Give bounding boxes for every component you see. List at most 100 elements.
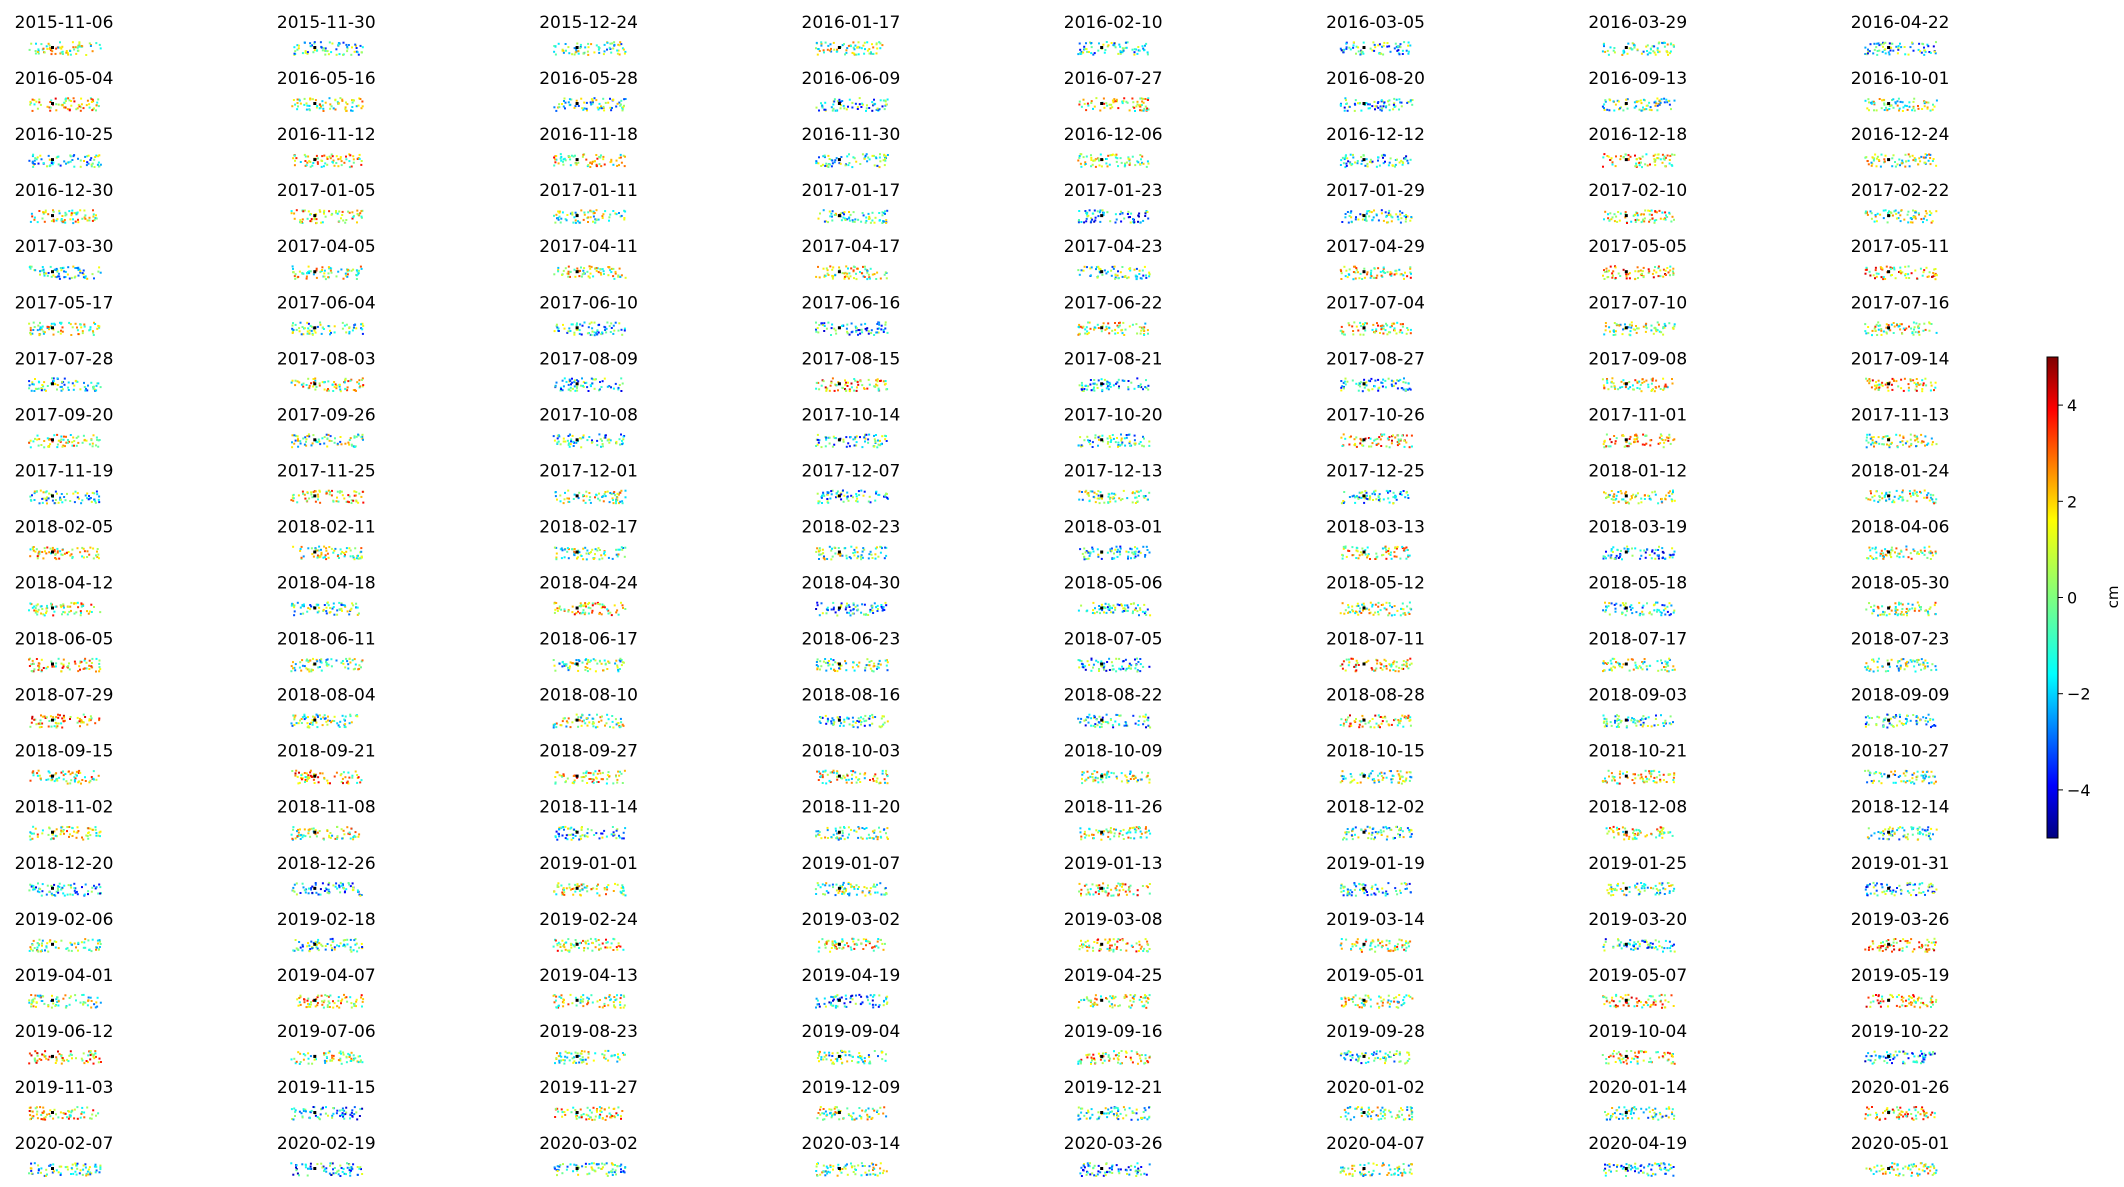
scatter-point (305, 108, 308, 111)
scatter-point (595, 267, 598, 269)
scatter-point (561, 211, 564, 214)
scatter-point (849, 436, 852, 438)
scatter-point (833, 161, 836, 164)
scatter-point (617, 386, 620, 389)
scatter-point (860, 328, 863, 331)
scatter-point (873, 273, 876, 276)
scatter-point (353, 435, 356, 438)
scatter-point (583, 267, 586, 270)
scatter-point (590, 377, 593, 380)
scatter-point (1915, 385, 1918, 388)
subplot-2016-02-10: 2016-02-10 (1064, 13, 1163, 56)
scatter-point (91, 273, 94, 276)
scatter-point (312, 385, 315, 388)
scatter-point (327, 276, 330, 279)
scatter-point (318, 103, 321, 106)
subplot-title: 2016-06-09 (802, 69, 901, 89)
scatter-point (74, 267, 77, 269)
scatter-point (884, 382, 887, 385)
scatter-point (878, 156, 881, 159)
scatter-point (1866, 160, 1869, 162)
scatter-point (1930, 221, 1933, 224)
scatter-point (1611, 276, 1614, 279)
scatter-point (1884, 383, 1887, 386)
scatter-point (1125, 161, 1128, 164)
scatter-point (1391, 385, 1394, 388)
scatter-point (875, 108, 878, 111)
scatter-point (612, 332, 615, 335)
scatter-point (590, 334, 593, 336)
scatter-point (1662, 157, 1665, 160)
scatter-point (1903, 328, 1906, 331)
reference-point (1100, 214, 1104, 218)
scatter-point (1369, 380, 1372, 383)
scatter-point (293, 164, 296, 167)
scatter-point (323, 272, 326, 275)
scatter-point (79, 109, 82, 112)
scatter-point (328, 210, 331, 213)
scatter-point (847, 277, 850, 280)
scatter-point (556, 442, 559, 445)
scatter-point (1080, 221, 1083, 223)
scatter-point (1373, 49, 1376, 52)
scatter-point (1615, 215, 1618, 218)
scatter-point (56, 377, 59, 380)
scatter-point (1380, 327, 1383, 330)
scatter-point (1093, 382, 1096, 385)
scatter-point (96, 163, 99, 166)
scatter-point (1640, 274, 1643, 277)
scatter-point (851, 166, 854, 169)
scatter-point (876, 107, 879, 110)
scatter-point (37, 162, 40, 165)
scatter-point (1371, 442, 1374, 445)
scatter-point (1656, 321, 1659, 324)
scatter-point (326, 158, 329, 160)
scatter-points (1077, 153, 1150, 168)
scatter-point (610, 493, 613, 495)
scatter-point (357, 272, 360, 275)
scatter-point (1603, 43, 1605, 46)
scatter-point (1895, 212, 1898, 215)
scatter-point (1897, 211, 1900, 214)
scatter-point (1388, 436, 1391, 438)
scatter-point (78, 41, 81, 44)
scatter-point (90, 439, 93, 442)
scatter-point (610, 322, 613, 325)
scatter-point (1914, 158, 1917, 161)
scatter-point (93, 321, 95, 324)
scatter-point (361, 105, 364, 108)
scatter-point (606, 490, 609, 493)
scatter-point (832, 107, 835, 110)
scatter-point (1377, 106, 1380, 109)
scatter-point (309, 165, 312, 168)
scatter-point (1607, 155, 1610, 158)
scatter-point (1117, 165, 1119, 168)
scatter-point (1145, 276, 1148, 279)
scatter-point (68, 210, 71, 213)
scatter-point (1139, 163, 1142, 166)
scatter-point (309, 220, 312, 223)
scatter-point (583, 101, 586, 104)
scatter-point (305, 384, 308, 386)
scatter-point (884, 495, 887, 498)
scatter-point (1896, 100, 1899, 103)
scatter-point (859, 271, 861, 273)
scatter-point (1625, 440, 1628, 443)
scatter-point (1885, 381, 1888, 384)
scatter-point (1086, 50, 1089, 53)
scatter-point (88, 42, 91, 45)
scatter-point (1613, 220, 1616, 223)
scatter-point (1634, 213, 1637, 216)
scatter-point (822, 267, 825, 270)
scatter-point (336, 212, 339, 215)
scatter-point (56, 155, 59, 158)
scatter-point (57, 272, 60, 275)
scatter-point (356, 51, 359, 54)
scatter-point (1095, 383, 1098, 386)
scatter-point (30, 265, 33, 268)
scatter-point (1926, 275, 1929, 278)
scatter-point (45, 499, 48, 502)
scatter-point (1134, 274, 1137, 277)
scatter-point (857, 218, 860, 221)
scatter-point (619, 500, 622, 503)
